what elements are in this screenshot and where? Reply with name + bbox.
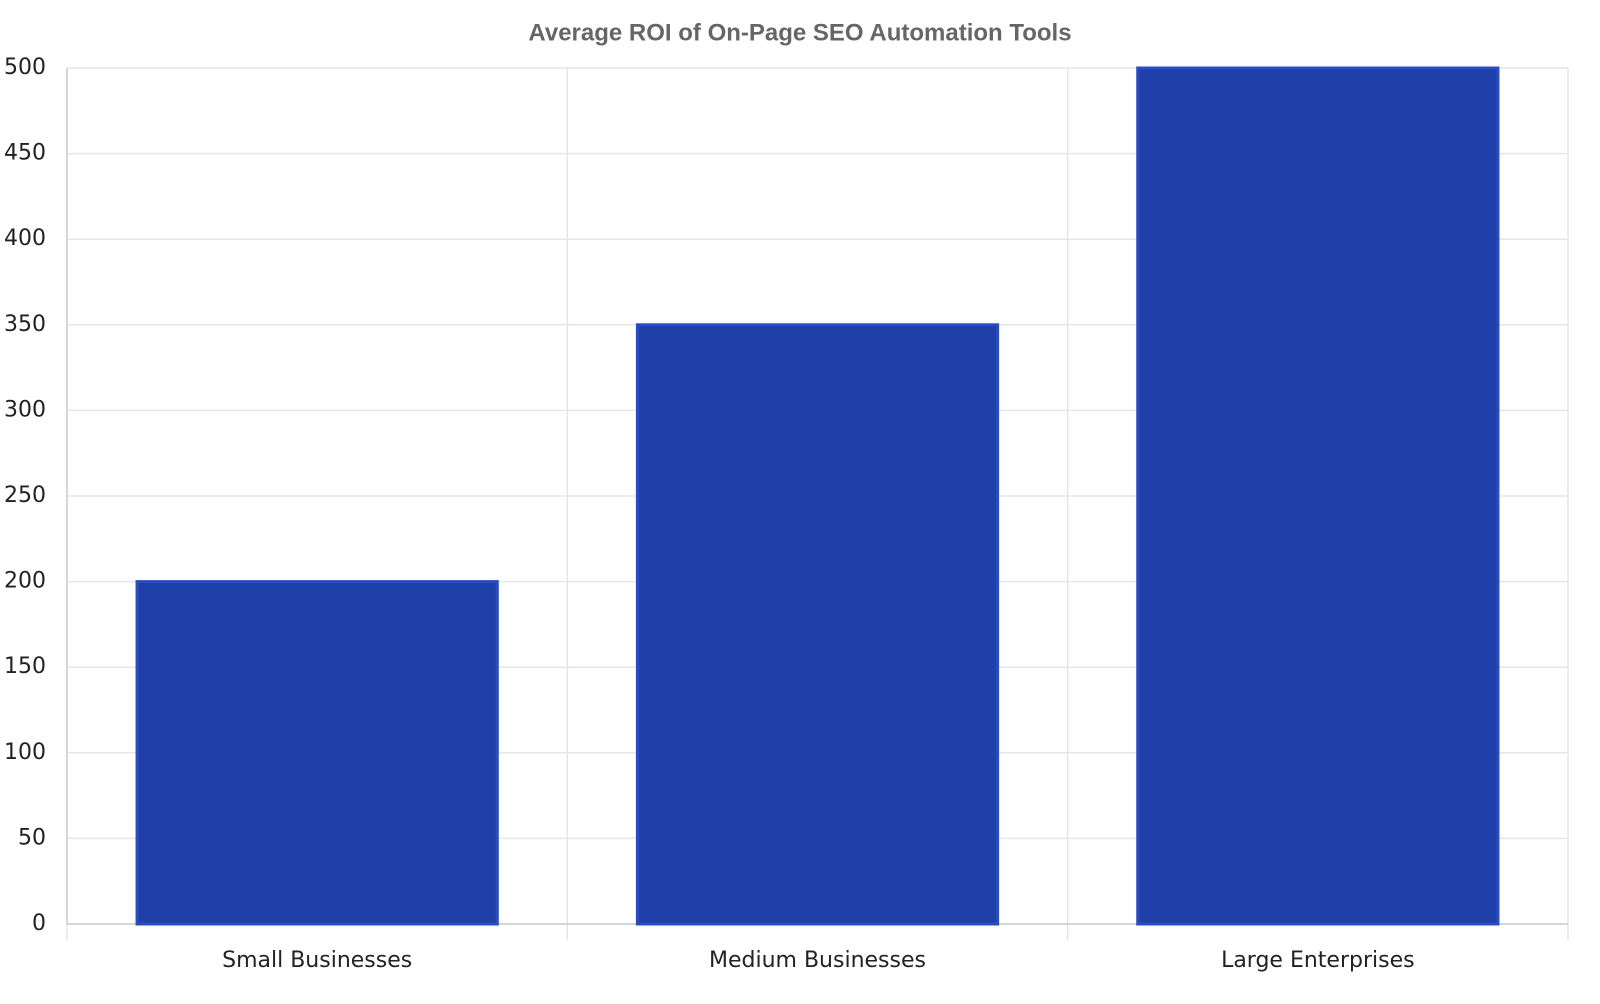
chart-title: Average ROI of On-Page SEO Automation To… <box>528 19 1071 46</box>
y-tick-label: 300 <box>4 397 46 422</box>
y-tick-label: 150 <box>4 654 46 679</box>
y-tick-label: 250 <box>4 483 46 508</box>
x-tick-label: Large Enterprises <box>1221 948 1415 973</box>
y-tick-label: 350 <box>4 312 46 337</box>
y-tick-label: 450 <box>4 141 46 166</box>
y-tick-label: 50 <box>18 825 46 850</box>
bar <box>635 323 1000 926</box>
y-tick-label: 0 <box>32 911 46 936</box>
x-tick-label: Medium Businesses <box>709 948 926 973</box>
bar <box>135 580 499 926</box>
y-tick-label: 500 <box>4 55 46 80</box>
x-tick-label: Small Businesses <box>222 948 412 973</box>
y-tick-label: 200 <box>4 569 46 594</box>
y-tick-label: 100 <box>4 740 46 765</box>
bar <box>1136 66 1500 926</box>
y-tick-label: 400 <box>4 226 46 251</box>
